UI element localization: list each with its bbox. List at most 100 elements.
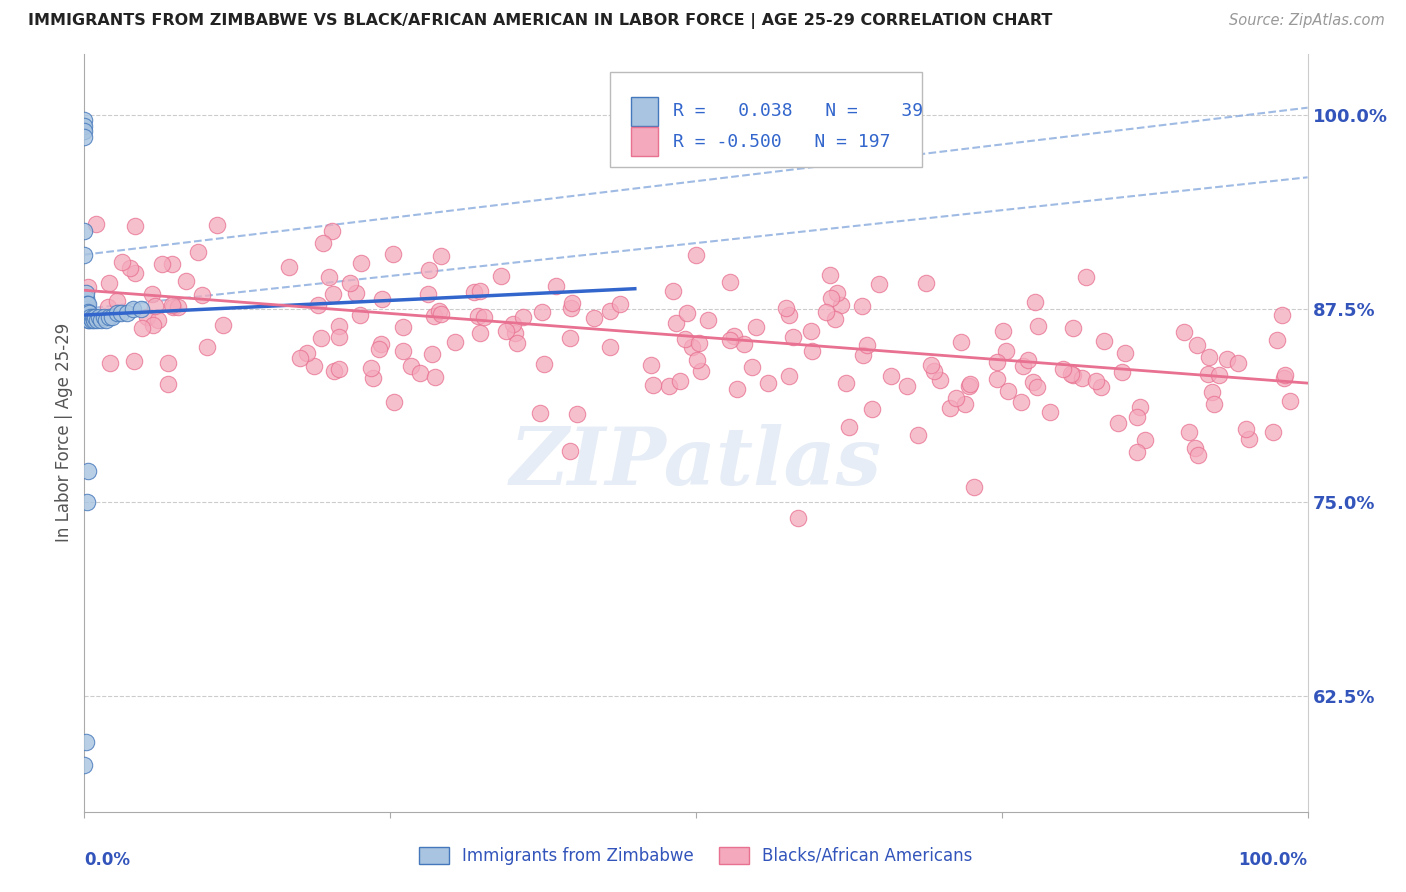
Point xyxy=(472,310,495,324)
Point xyxy=(79,310,101,324)
Point xyxy=(191,288,214,302)
Point xyxy=(143,299,166,313)
Point xyxy=(75,286,97,301)
Text: 0.0%: 0.0% xyxy=(84,851,131,869)
Point xyxy=(1178,425,1201,439)
Point xyxy=(101,310,124,324)
Point xyxy=(467,309,489,323)
Point xyxy=(97,310,120,324)
Point xyxy=(688,336,710,351)
Point xyxy=(1026,380,1049,394)
Point xyxy=(1010,395,1032,409)
Point xyxy=(1265,333,1288,347)
Point xyxy=(640,358,662,372)
Point xyxy=(105,294,128,309)
Point xyxy=(430,249,453,263)
Point xyxy=(1198,350,1220,364)
Point xyxy=(277,260,299,274)
Point xyxy=(98,277,121,291)
Point xyxy=(80,312,103,326)
Point xyxy=(1187,338,1209,352)
Point xyxy=(73,124,96,138)
Point xyxy=(495,324,517,338)
Point xyxy=(77,305,100,319)
Text: 100.0%: 100.0% xyxy=(1239,851,1308,869)
Point xyxy=(124,219,146,233)
Point xyxy=(1062,368,1084,382)
Point xyxy=(90,312,112,326)
Point xyxy=(963,480,986,494)
Point xyxy=(744,319,766,334)
Point xyxy=(959,377,981,392)
Point xyxy=(820,291,842,305)
Point xyxy=(84,217,107,231)
Point xyxy=(76,310,98,324)
Point xyxy=(1070,371,1092,385)
Point xyxy=(945,391,967,405)
Point xyxy=(669,374,692,388)
Point xyxy=(323,364,346,378)
Point xyxy=(665,316,688,330)
Point xyxy=(818,268,841,282)
Text: Source: ZipAtlas.com: Source: ZipAtlas.com xyxy=(1229,13,1385,29)
Point xyxy=(1062,321,1084,335)
Point xyxy=(879,368,901,383)
Point xyxy=(994,343,1017,358)
Point xyxy=(662,285,685,299)
Point xyxy=(741,359,763,374)
Point xyxy=(122,301,145,316)
Point xyxy=(502,318,524,332)
Point xyxy=(83,312,105,326)
Point xyxy=(344,285,367,300)
Point xyxy=(1237,432,1260,446)
Point xyxy=(87,310,110,324)
Point xyxy=(609,297,631,311)
Point xyxy=(470,326,492,340)
Point xyxy=(778,369,800,384)
Point xyxy=(1084,374,1107,388)
Point xyxy=(718,334,741,348)
Point xyxy=(1187,448,1209,462)
Point xyxy=(84,310,107,324)
Point xyxy=(530,304,553,318)
Point xyxy=(93,310,115,324)
Point xyxy=(599,340,621,354)
Point xyxy=(73,224,96,238)
Point xyxy=(1107,416,1129,430)
Point xyxy=(1202,397,1225,411)
Point xyxy=(105,306,128,320)
Point xyxy=(76,297,98,311)
Point xyxy=(690,364,713,378)
Point xyxy=(463,285,485,299)
Point xyxy=(444,334,467,349)
Point xyxy=(506,336,529,351)
FancyBboxPatch shape xyxy=(631,96,658,126)
Point xyxy=(779,309,801,323)
Point xyxy=(1039,404,1062,418)
Point xyxy=(825,286,848,301)
Text: R = -0.500   N = 197: R = -0.500 N = 197 xyxy=(672,133,890,151)
Point xyxy=(422,309,444,323)
Point xyxy=(73,248,96,262)
Point xyxy=(1184,441,1206,455)
Point xyxy=(1060,368,1083,382)
Point xyxy=(110,255,132,269)
Point xyxy=(1017,352,1039,367)
Point xyxy=(896,379,918,393)
Text: ZIPatlas: ZIPatlas xyxy=(510,425,882,501)
Point xyxy=(685,248,707,262)
Point xyxy=(565,407,588,421)
Point xyxy=(599,304,621,318)
Point xyxy=(167,301,190,315)
Point xyxy=(1090,380,1112,394)
Point xyxy=(1111,365,1133,379)
FancyBboxPatch shape xyxy=(610,72,922,168)
Point xyxy=(512,310,534,324)
Point xyxy=(129,301,152,316)
Point xyxy=(136,310,159,324)
Point xyxy=(391,319,413,334)
Point xyxy=(1173,325,1195,339)
Point xyxy=(920,358,942,372)
Point xyxy=(1128,401,1150,415)
Point xyxy=(1114,346,1136,360)
